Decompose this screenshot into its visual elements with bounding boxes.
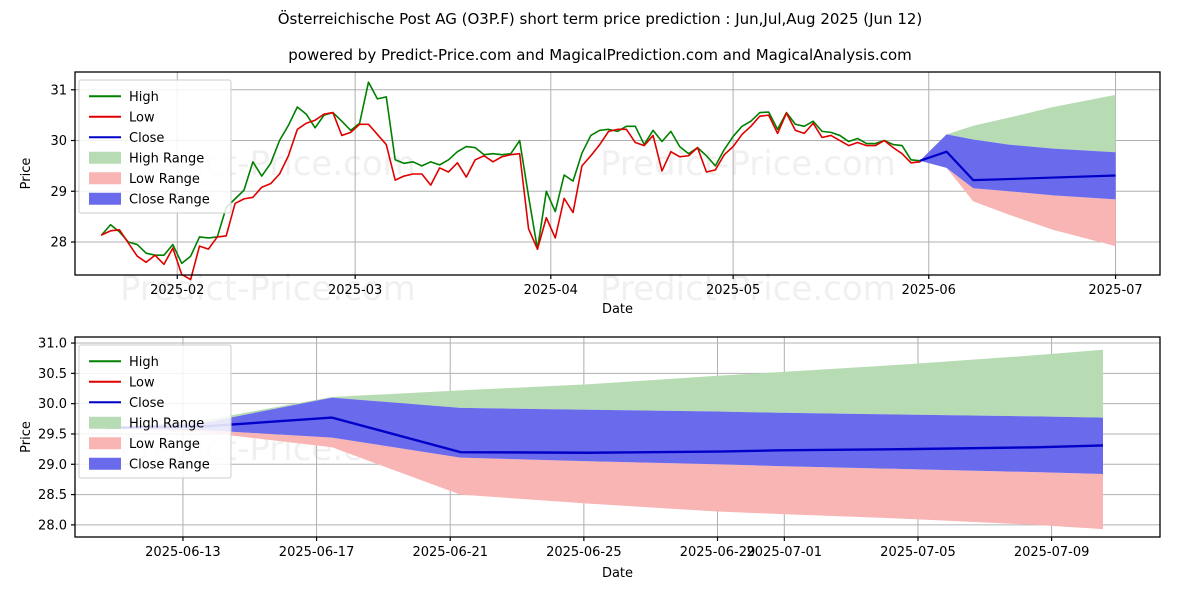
legend-label: Low Range	[129, 437, 200, 452]
watermark-text: Predict-Price.com	[600, 144, 896, 184]
close-range-band	[105, 397, 1104, 474]
xtick-label: 2025-07-05	[880, 545, 956, 560]
series-line-low	[100, 111, 921, 281]
legend-label: Close	[129, 131, 164, 146]
low-range-band	[105, 427, 1104, 530]
xtick-label: 2025-06	[902, 283, 956, 298]
bottom-forecast-bands	[105, 349, 1104, 530]
legend-label: Close	[129, 396, 164, 411]
top-plot-frame	[74, 71, 1161, 276]
high-range-band	[105, 349, 1104, 428]
ytick-label: 28	[50, 236, 67, 251]
xtick-label: 2025-07-09	[1014, 545, 1090, 560]
top-xaxis-label: Date	[602, 302, 633, 317]
xtick-label: 2025-07-01	[747, 545, 823, 560]
top-axes: 28 29 30 31 2025-02 2025-03 2025-04 2025-05 2025…	[19, 71, 1161, 317]
legend-patch-swatch	[89, 416, 121, 429]
ytick-label: 31.0	[38, 337, 67, 352]
legend-patch-swatch	[89, 457, 121, 470]
xtick-label: 2025-02	[150, 283, 204, 298]
ytick-label: 29.5	[38, 427, 67, 442]
chart-title: Österreichische Post AG (O3P.F) short te…	[277, 10, 923, 28]
close-range-band	[919, 134, 1116, 200]
watermark-text: Predict-Price.com	[120, 269, 416, 309]
series-line-close	[105, 416, 1104, 454]
xtick-label: 2025-06-13	[145, 545, 221, 560]
legend-label: High	[129, 90, 159, 105]
watermark-text: Predict-Price.com	[600, 269, 896, 309]
top-legend: High Low Close High Range Low Range Close Ran…	[78, 79, 232, 214]
legend-label: Low	[129, 110, 155, 125]
bottom-yaxis-label: Price	[19, 421, 34, 453]
legend-label: High	[129, 355, 159, 370]
top-series	[100, 81, 1116, 281]
xtick-label: 2025-04	[524, 283, 578, 298]
legend-patch-swatch	[89, 151, 121, 164]
legend-patch-swatch	[89, 437, 121, 450]
ytick-label: 29.0	[38, 458, 67, 473]
legend-patch-swatch	[89, 172, 121, 185]
top-yaxis-label: Price	[19, 158, 34, 190]
legend-label: High Range	[129, 151, 204, 166]
ytick-label: 28.0	[38, 518, 67, 533]
ytick-label: 31	[50, 83, 67, 98]
low-range-band	[919, 160, 1116, 247]
xtick-label: 2025-07	[1088, 283, 1142, 298]
xtick-label: 2025-03	[328, 283, 382, 298]
legend-label: High Range	[129, 416, 204, 431]
bottom-xaxis-label: Date	[602, 566, 633, 581]
top-forecast-bands	[919, 94, 1116, 247]
legend-label: Low Range	[129, 172, 200, 187]
legend-patch-swatch	[89, 192, 121, 205]
legend-label: Low	[129, 375, 155, 390]
ytick-label: 29	[50, 185, 67, 200]
ytick-label: 28.5	[38, 488, 67, 503]
high-range-band	[919, 94, 1116, 161]
top-gridlines	[75, 72, 1160, 275]
bottom-legend: High Low Close High Range Low Range Close Ran…	[78, 344, 232, 479]
xtick-label: 2025-05	[706, 283, 760, 298]
xtick-label: 2025-06-17	[279, 545, 355, 560]
bottom-plot-frame	[74, 336, 1161, 538]
ytick-label: 30.0	[38, 397, 67, 412]
xtick-label: 2025-06-29	[680, 545, 756, 560]
legend-label: Close Range	[129, 192, 210, 207]
bottom-series	[105, 416, 1104, 454]
legend-label: Close Range	[129, 457, 210, 472]
bottom-axes: 28.0 28.5 29.0 29.5 30.0 30.5 31.0 2025-06-13 20…	[19, 336, 1161, 581]
xtick-label: 2025-06-25	[546, 545, 622, 560]
chart-subtitle: powered by Predict-Price.com and Magical…	[288, 46, 912, 64]
ytick-label: 30.5	[38, 367, 67, 382]
series-line-close-forecast	[919, 150, 1116, 182]
ytick-label: 30	[50, 134, 67, 149]
xtick-label: 2025-06-21	[412, 545, 488, 560]
